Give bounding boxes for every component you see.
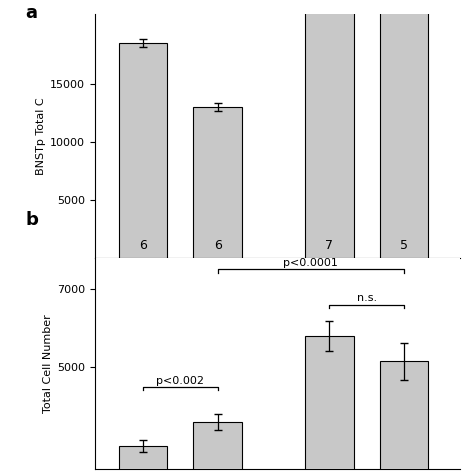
Text: a: a [26, 4, 37, 22]
Text: p<0.002: p<0.002 [156, 376, 204, 386]
Text: b: b [26, 211, 38, 229]
Y-axis label: BNSTp Total C: BNSTp Total C [36, 97, 46, 175]
Text: sex-by-genotype interaction: p<0.015: sex-by-genotype interaction: p<0.015 [171, 350, 383, 360]
Bar [193, 107, 242, 257]
Text: p<0.0001: p<0.0001 [283, 258, 338, 268]
Text: 6: 6 [214, 239, 222, 252]
Bar [119, 446, 167, 474]
Text: 6: 6 [139, 239, 147, 252]
Bar [193, 422, 242, 474]
Bar [380, 362, 428, 474]
Bar [305, 0, 354, 257]
Text: 7: 7 [326, 239, 333, 252]
Bar [119, 43, 167, 257]
Text: 5: 5 [400, 239, 408, 252]
Bar [305, 336, 354, 474]
Text: n.s.: n.s. [356, 293, 377, 303]
Y-axis label: Total Cell Number: Total Cell Number [43, 314, 53, 413]
Bar [380, 0, 428, 257]
